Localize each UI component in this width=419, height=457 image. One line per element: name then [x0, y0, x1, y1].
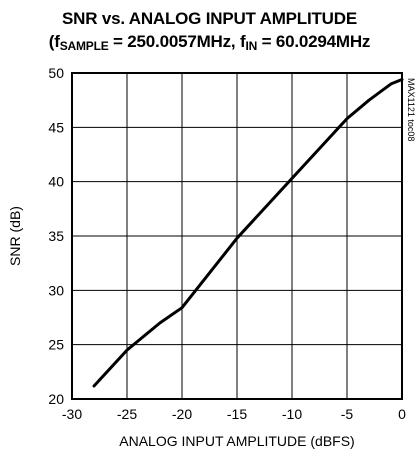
plot-frame — [71, 72, 403, 400]
y-tick-label: 50 — [48, 65, 64, 81]
data-point — [368, 99, 370, 102]
x-tick-label: -5 — [341, 406, 354, 422]
data-point — [236, 237, 238, 240]
y-tick-labels: 20 25 30 35 40 45 50 — [48, 65, 64, 407]
title2-end: = 60.0294MHz — [257, 32, 371, 51]
data-points — [93, 78, 403, 387]
data-point — [181, 306, 183, 309]
data-point — [93, 384, 95, 387]
x-tick-label: 0 — [398, 406, 406, 422]
x-tick-label: -25 — [117, 406, 137, 422]
x-tick-label: -10 — [282, 406, 302, 422]
x-tick-label: -20 — [172, 406, 192, 422]
figure-code-note: MAX1121 toc08 — [406, 78, 416, 141]
y-axis-label: SNR (dB) — [7, 206, 23, 266]
y-tick-label: 30 — [48, 282, 64, 298]
data-point — [390, 82, 392, 85]
y-tick-label: 25 — [48, 337, 64, 353]
x-tick-label: -30 — [62, 406, 82, 422]
x-tick-label: -15 — [227, 406, 247, 422]
x-tick-labels: -30 -25 -20 -15 -10 -5 0 — [62, 406, 406, 422]
title2-sub-sample: SAMPLE — [59, 39, 109, 53]
data-point — [126, 349, 128, 352]
data-point — [291, 177, 293, 180]
y-tick-label: 35 — [48, 228, 64, 244]
x-axis-label: ANALOG INPUT AMPLITUDE (dBFS) — [119, 433, 354, 449]
y-tick-label: 45 — [48, 119, 64, 135]
data-point — [401, 78, 403, 81]
data-point — [159, 321, 161, 324]
snr-series-line — [92, 78, 404, 388]
y-tick-label: 40 — [48, 174, 64, 190]
y-tick-label: 20 — [48, 391, 64, 407]
title2-sub-in: IN — [245, 39, 258, 53]
data-point — [346, 117, 348, 120]
title2-open: (f — [48, 32, 60, 51]
chart-title-line2: (fSAMPLE = 250.0057MHz, fIN = 60.0294MHz — [0, 32, 419, 53]
title2-mid: = 250.0057MHz, f — [108, 32, 246, 51]
chart-title-line1: SNR vs. ANALOG INPUT AMPLITUDE — [62, 9, 357, 28]
